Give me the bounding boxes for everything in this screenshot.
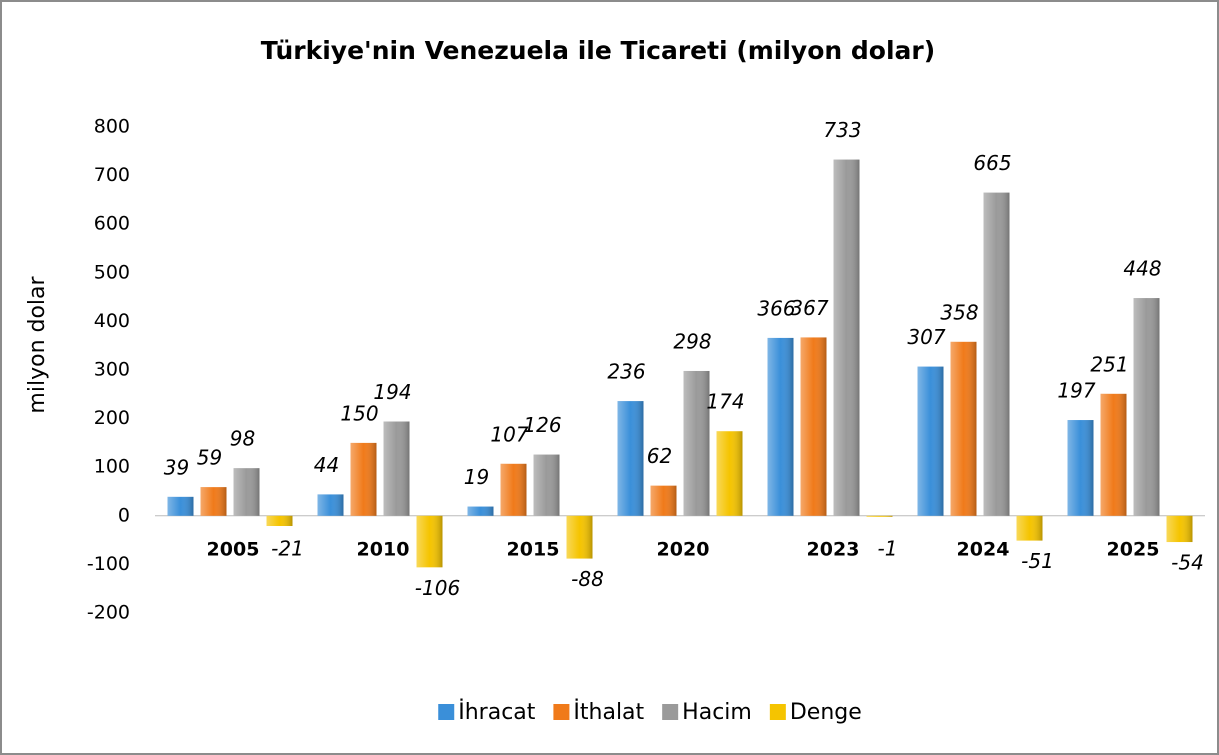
data-label: 150 xyxy=(340,401,378,425)
bar xyxy=(566,515,593,559)
data-label: 733 xyxy=(823,118,861,142)
bar xyxy=(866,515,893,517)
data-label: 251 xyxy=(1090,352,1128,376)
data-label: 39 xyxy=(164,455,189,479)
data-label: -106 xyxy=(415,576,460,600)
data-label: 298 xyxy=(673,329,711,353)
x-tick-label: 2020 xyxy=(657,538,710,560)
bar xyxy=(200,487,227,516)
bar xyxy=(800,337,827,516)
bar xyxy=(617,401,644,516)
legend-swatch xyxy=(553,704,570,720)
bar xyxy=(917,366,944,516)
data-label: -54 xyxy=(1171,551,1204,575)
data-label: 126 xyxy=(523,413,561,437)
bar xyxy=(533,454,560,516)
x-tick-label: 2023 xyxy=(807,538,860,560)
y-axis-label: milyon dolar xyxy=(25,275,50,413)
bar xyxy=(1133,298,1160,516)
data-label: -88 xyxy=(571,567,604,591)
chart-title: Türkiye'nin Venezuela ile Ticareti (mily… xyxy=(261,36,935,65)
legend-label: İhracat xyxy=(458,699,536,725)
data-label: -1 xyxy=(878,536,898,560)
data-label: 367 xyxy=(790,296,828,320)
bar xyxy=(167,496,194,516)
data-label: -21 xyxy=(271,536,304,560)
y-tick-label: 400 xyxy=(94,310,130,332)
y-tick-label: 100 xyxy=(94,456,130,478)
bar xyxy=(233,468,260,516)
bar xyxy=(950,341,977,516)
bar xyxy=(317,494,344,516)
bar xyxy=(983,192,1010,516)
y-tick-label: 300 xyxy=(94,359,130,381)
y-tick-label: -200 xyxy=(87,602,130,624)
x-tick-label: 2010 xyxy=(357,538,410,560)
data-label: 665 xyxy=(973,151,1011,175)
data-label: 62 xyxy=(647,444,672,468)
bar xyxy=(383,421,410,516)
x-tick-label: 2005 xyxy=(207,538,260,560)
bar xyxy=(1016,515,1043,541)
data-label: 448 xyxy=(1123,257,1161,281)
bar xyxy=(716,431,743,516)
data-label: 107 xyxy=(490,422,528,446)
y-tick-label: -100 xyxy=(87,553,130,575)
bar xyxy=(1166,515,1193,543)
bar xyxy=(416,515,443,568)
bar xyxy=(767,337,794,516)
data-label: 236 xyxy=(607,360,645,384)
data-label: 194 xyxy=(373,380,411,404)
data-label: 307 xyxy=(907,325,945,349)
data-label: 59 xyxy=(197,446,222,470)
bar xyxy=(266,515,293,527)
y-tick-label: 800 xyxy=(94,116,130,138)
x-tick-label: 2024 xyxy=(957,538,1010,560)
data-label: 174 xyxy=(706,390,744,414)
data-label: 19 xyxy=(464,465,489,489)
legend-label: Denge xyxy=(790,700,862,725)
y-tick-label: 200 xyxy=(94,407,130,429)
bar xyxy=(350,442,377,516)
data-label: 197 xyxy=(1057,379,1095,403)
legend-label: İthalat xyxy=(573,699,644,725)
bar xyxy=(833,159,860,516)
y-tick-label: 500 xyxy=(94,261,130,283)
y-tick-label: 0 xyxy=(118,504,130,526)
x-tick-label: 2025 xyxy=(1107,538,1160,560)
data-label: 358 xyxy=(940,300,978,324)
data-label: 44 xyxy=(314,453,339,477)
legend-swatch xyxy=(769,704,786,720)
data-label: 366 xyxy=(757,296,795,320)
x-tick-label: 2015 xyxy=(507,538,560,560)
data-label: 98 xyxy=(230,427,255,451)
bar xyxy=(650,485,677,516)
bar xyxy=(1067,420,1094,516)
bar xyxy=(467,506,494,516)
legend-swatch xyxy=(662,704,679,720)
bar xyxy=(500,463,527,516)
data-label: -51 xyxy=(1021,549,1054,573)
bar xyxy=(1100,393,1127,516)
y-tick-label: 700 xyxy=(94,164,130,186)
legend-label: Hacim xyxy=(682,700,752,725)
legend-swatch xyxy=(438,704,455,720)
y-tick-label: 600 xyxy=(94,213,130,235)
